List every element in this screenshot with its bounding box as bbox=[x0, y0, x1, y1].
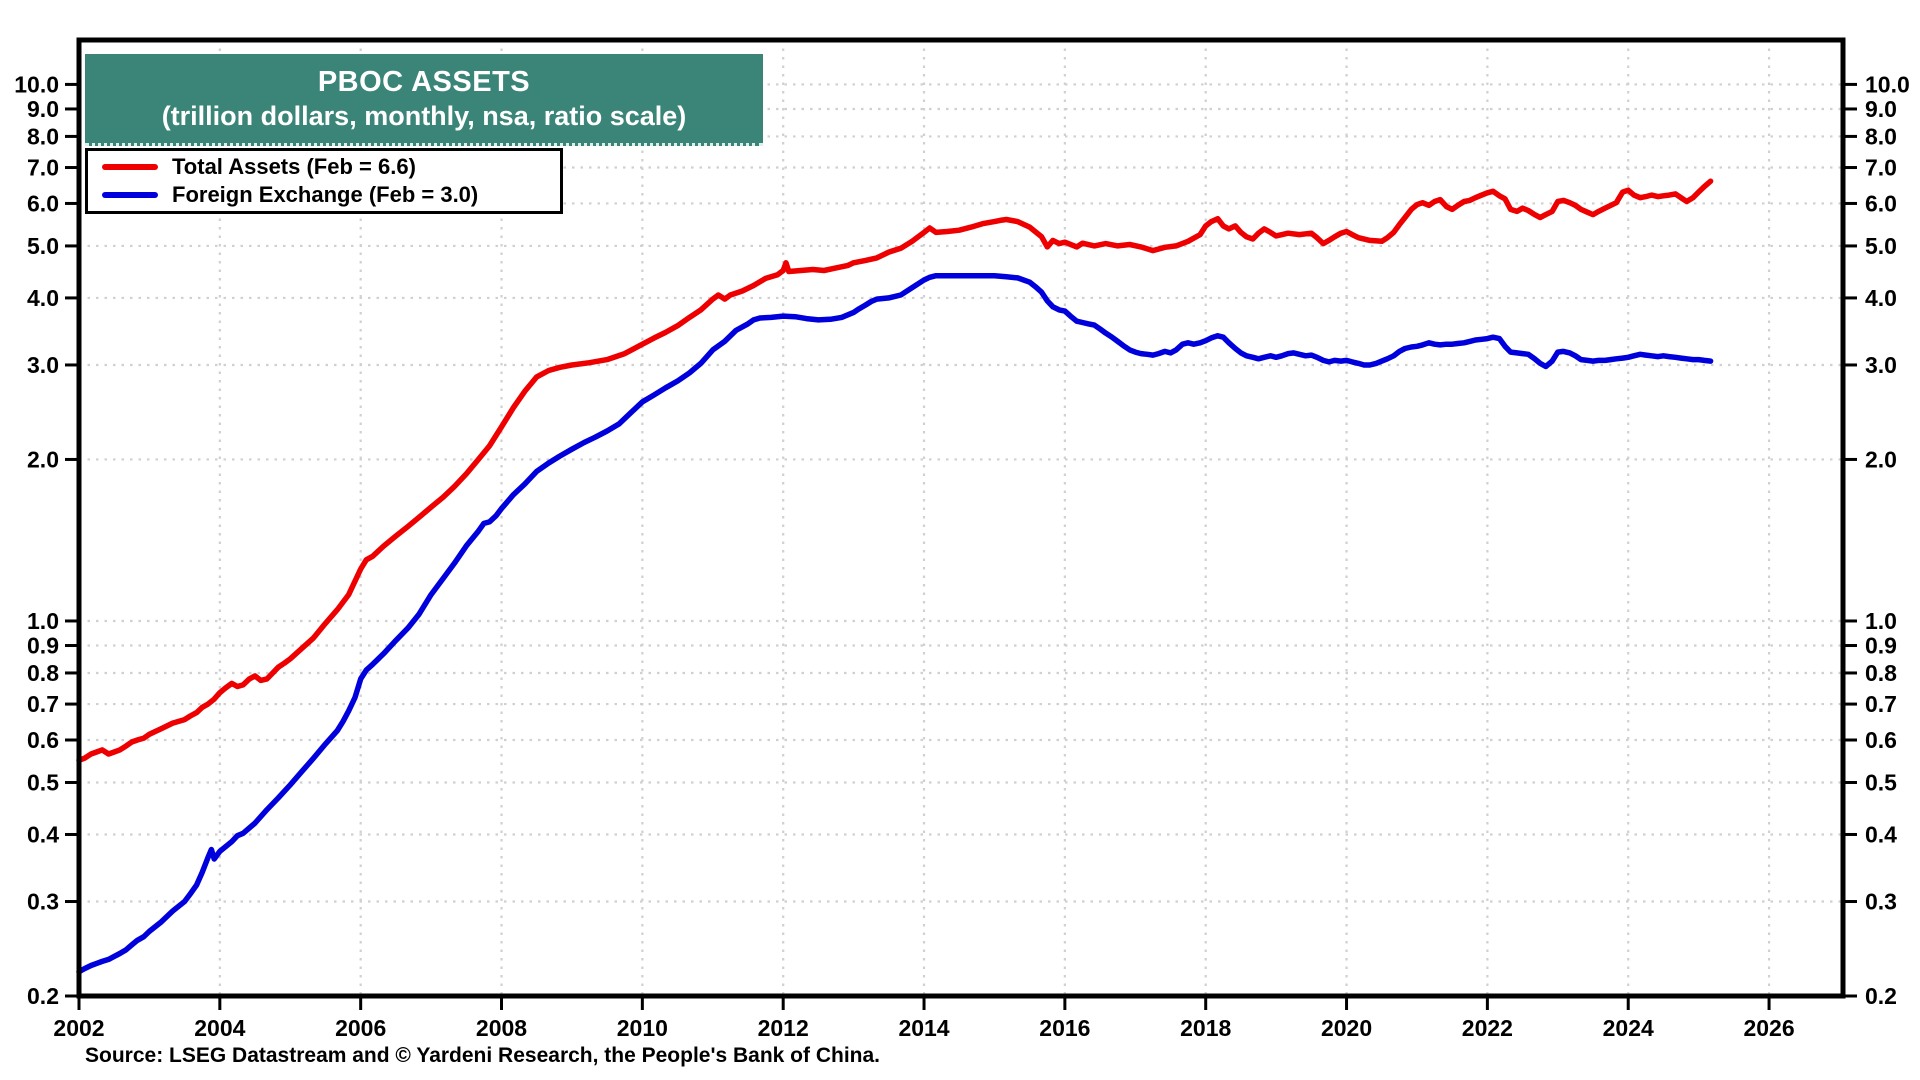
x-axis-label: 2006 bbox=[335, 1015, 386, 1041]
y-axis-label-left: 0.2 bbox=[27, 983, 59, 1009]
x-axis-label: 2020 bbox=[1321, 1015, 1372, 1041]
y-axis-label-left: 0.6 bbox=[27, 727, 59, 753]
foreign-exchange-line-swatch bbox=[102, 192, 158, 198]
y-axis-label-left: 0.4 bbox=[27, 821, 59, 847]
y-axis-label-right: 1.0 bbox=[1865, 608, 1897, 634]
y-axis-label-right: 0.8 bbox=[1865, 660, 1897, 686]
x-axis-label: 2012 bbox=[758, 1015, 809, 1041]
x-axis-label: 2008 bbox=[476, 1015, 527, 1041]
x-axis-label: 2016 bbox=[1039, 1015, 1090, 1041]
y-axis-label-left: 4.0 bbox=[27, 285, 59, 311]
x-axis-label: 2018 bbox=[1180, 1015, 1231, 1041]
y-axis-label-right: 6.0 bbox=[1865, 190, 1897, 216]
y-axis-label-left: 3.0 bbox=[27, 352, 59, 378]
x-axis-label: 2026 bbox=[1743, 1015, 1794, 1041]
foreign-exchange-line bbox=[76, 272, 1714, 975]
y-axis-label-right: 5.0 bbox=[1865, 233, 1897, 259]
y-axis-label-right: 0.5 bbox=[1865, 769, 1897, 795]
y-axis-label-right: 0.7 bbox=[1865, 691, 1897, 717]
y-axis-label-left: 9.0 bbox=[27, 96, 59, 122]
plot-border bbox=[76, 37, 1846, 999]
y-axis-label-right: 4.0 bbox=[1865, 285, 1897, 311]
total-assets-line-swatch bbox=[102, 164, 158, 170]
x-axis-label: 2022 bbox=[1462, 1015, 1513, 1041]
y-axis-label-left: 6.0 bbox=[27, 190, 59, 216]
y-axis-label-left: 5.0 bbox=[27, 233, 59, 259]
legend-label-foreign-exchange: Foreign Exchange (Feb = 3.0) bbox=[172, 182, 479, 207]
legend-item-total-assets: Total Assets (Feb = 6.6) bbox=[88, 153, 560, 181]
y-axis-label-left: 2.0 bbox=[27, 446, 59, 472]
y-axis-label-left: 0.7 bbox=[27, 691, 59, 717]
y-axis-label-left: 7.0 bbox=[27, 155, 59, 181]
y-axis-label-left: 8.0 bbox=[27, 123, 59, 149]
legend-label-total-assets: Total Assets (Feb = 6.6) bbox=[172, 154, 416, 179]
y-axis-label-right: 10.0 bbox=[1865, 71, 1910, 97]
legend: Total Assets (Feb = 6.6) Foreign Exchang… bbox=[85, 148, 563, 214]
source-attribution: Source: LSEG Datastream and © Yardeni Re… bbox=[85, 1044, 880, 1067]
y-axis-label-left: 1.0 bbox=[27, 608, 59, 634]
chart-subtitle: (trillion dollars, monthly, nsa, ratio s… bbox=[161, 100, 687, 131]
y-axis-label-right: 0.3 bbox=[1865, 889, 1897, 915]
y-axis-label-left: 0.3 bbox=[27, 889, 59, 915]
y-axis-label-right: 2.0 bbox=[1865, 446, 1897, 472]
x-axis-label: 2014 bbox=[898, 1015, 949, 1041]
chart-title-box: PBOC ASSETS (trillion dollars, monthly, … bbox=[85, 54, 763, 146]
y-axis-label-right: 0.6 bbox=[1865, 727, 1897, 753]
y-axis-label-right: 0.2 bbox=[1865, 983, 1897, 1009]
y-axis-label-right: 0.4 bbox=[1865, 821, 1897, 847]
legend-item-foreign-exchange: Foreign Exchange (Feb = 3.0) bbox=[88, 181, 560, 209]
x-axis-label: 2004 bbox=[194, 1015, 245, 1041]
y-axis-label-right: 3.0 bbox=[1865, 352, 1897, 378]
x-axis-label: 2024 bbox=[1603, 1015, 1654, 1041]
y-axis-label-right: 0.9 bbox=[1865, 633, 1897, 659]
y-axis-label-left: 0.5 bbox=[27, 769, 59, 795]
total-assets-line bbox=[76, 178, 1714, 764]
x-axis-label: 2002 bbox=[53, 1015, 104, 1041]
y-axis-label-left: 0.9 bbox=[27, 633, 59, 659]
y-axis-label-right: 8.0 bbox=[1865, 123, 1897, 149]
x-axis-label: 2010 bbox=[617, 1015, 668, 1041]
chart-title: PBOC ASSETS bbox=[317, 65, 531, 98]
y-axis-label-right: 9.0 bbox=[1865, 96, 1897, 122]
y-axis-label-left: 0.8 bbox=[27, 660, 59, 686]
y-axis-label-right: 7.0 bbox=[1865, 155, 1897, 181]
y-axis-label-left: 10.0 bbox=[14, 71, 59, 97]
